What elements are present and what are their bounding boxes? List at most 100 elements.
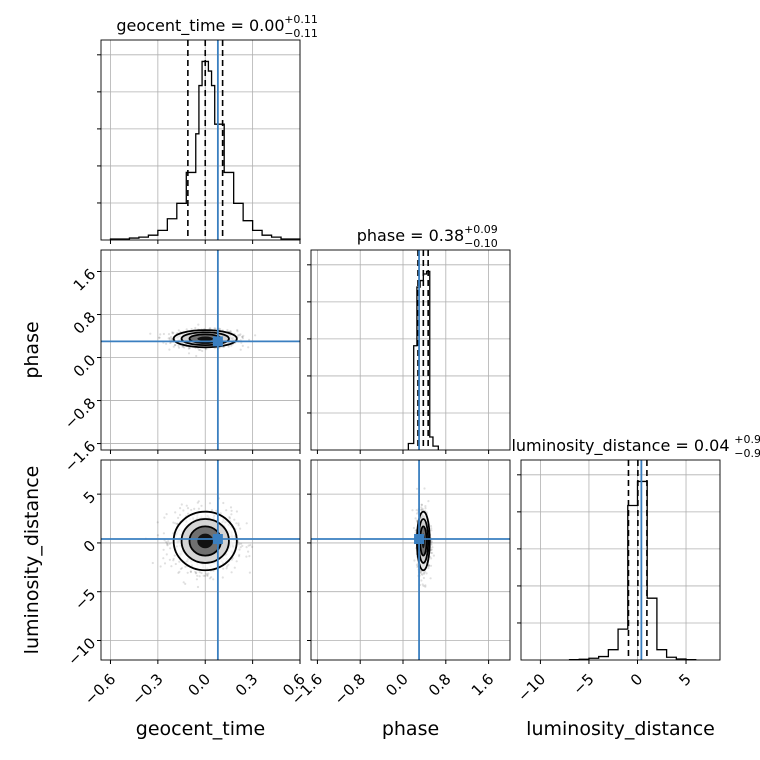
scatter-point: [186, 507, 190, 510]
scatter-point: [195, 578, 198, 581]
scatter-point: [221, 576, 224, 579]
x-tick-label: −10: [514, 670, 549, 705]
scatter-point: [427, 566, 430, 570]
scatter-point: [200, 504, 203, 507]
y-tick-label: 0.0: [70, 351, 100, 381]
scatter-point: [425, 572, 428, 575]
scatter-point: [414, 517, 417, 520]
scatter-point: [420, 506, 423, 509]
scatter-point: [241, 335, 244, 338]
x-tick-label: 0.3: [232, 670, 262, 700]
scatter-point: [415, 487, 419, 490]
scatter-point: [168, 348, 171, 351]
scatter-point: [431, 546, 434, 549]
scatter-point: [206, 573, 209, 577]
scatter-point: [239, 546, 242, 549]
scatter-point: [429, 551, 433, 555]
scatter-point: [165, 542, 169, 545]
scatter-point: [196, 501, 199, 504]
scatter-point: [241, 335, 244, 339]
scatter-point: [185, 504, 188, 507]
scatter-point: [229, 506, 233, 509]
scatter-point: [420, 503, 423, 506]
scatter-point: [159, 565, 162, 568]
panel-title-luminosity_distance: luminosity_distance = 0.04: [511, 436, 729, 456]
scatter-point: [168, 338, 171, 341]
scatter-point: [167, 337, 170, 340]
scatter-point: [162, 332, 165, 336]
x-tick-label: 0.0: [382, 670, 412, 700]
scatter-point: [237, 522, 240, 525]
scatter-point: [430, 529, 433, 532]
scatter-point: [431, 551, 434, 555]
scatter-point: [237, 334, 240, 337]
scatter-point: [210, 508, 214, 512]
scatter-point: [430, 527, 433, 530]
scatter-point: [239, 542, 243, 545]
x-tick-label: 5: [675, 670, 694, 689]
scatter-point: [174, 343, 177, 347]
scatter-point: [235, 560, 238, 563]
scatter-point: [158, 336, 161, 339]
scatter-point: [187, 352, 191, 355]
scatter-point: [427, 500, 430, 503]
scatter-point: [230, 558, 233, 561]
x-axis-label-luminosity_distance: luminosity_distance: [526, 718, 715, 740]
scatter-point: [427, 563, 430, 567]
scatter-point: [213, 327, 216, 330]
scatter-point: [197, 500, 200, 503]
scatter-point: [415, 509, 418, 512]
scatter-point: [429, 525, 433, 528]
scatter-point: [195, 571, 198, 574]
y-tick-label: 1.6: [70, 265, 100, 295]
scatter-point: [183, 346, 186, 349]
scatter-point: [238, 543, 241, 546]
scatter-point: [420, 508, 423, 512]
contour-line: [172, 329, 238, 349]
scatter-point: [419, 570, 422, 573]
scatter-point: [194, 570, 197, 573]
y-axis-label-luminosity_distance: luminosity_distance: [21, 466, 43, 655]
scatter-point: [430, 557, 433, 560]
panel-frame-luminosity_distance: [520, 459, 721, 661]
scatter-point: [174, 344, 177, 347]
scatter-point: [420, 508, 423, 511]
scatter-point: [169, 335, 173, 338]
scatter-point: [172, 345, 175, 348]
scatter-point: [171, 332, 174, 335]
scatter-point: [414, 529, 417, 532]
scatter-point: [184, 565, 187, 568]
truth-marker: [414, 534, 425, 545]
scatter-point: [197, 507, 200, 510]
scatter-point: [245, 555, 248, 558]
scatter-point: [233, 518, 236, 521]
scatter-point: [424, 507, 427, 510]
scatter-point: [178, 560, 181, 563]
y-tick-label: −10: [64, 634, 99, 669]
title-sub: −0.11: [284, 27, 318, 40]
scatter-point: [238, 548, 241, 551]
scatter-point: [251, 545, 254, 549]
scatter-point: [186, 571, 189, 574]
scatter-point: [412, 526, 415, 530]
scatter-point: [209, 327, 212, 330]
panel-frame-geocent_time-phase: [100, 249, 301, 451]
scatter-point: [238, 553, 241, 557]
scatter-point: [151, 561, 154, 565]
truth-marker: [212, 534, 223, 545]
scatter-point: [172, 521, 175, 524]
scatter-point: [177, 346, 181, 349]
x-tick-label: 1.6: [468, 670, 498, 700]
scatter-point: [167, 333, 171, 336]
scatter-point: [170, 338, 174, 341]
scatter-point: [241, 544, 244, 548]
scatter-point: [208, 577, 211, 580]
scatter-point: [422, 576, 425, 580]
scatter-point: [429, 577, 432, 580]
scatter-point: [193, 507, 196, 510]
panel-frame-phase: [310, 249, 511, 451]
scatter-point: [219, 328, 222, 331]
scatter-point: [233, 566, 236, 569]
scatter-point: [190, 508, 193, 512]
